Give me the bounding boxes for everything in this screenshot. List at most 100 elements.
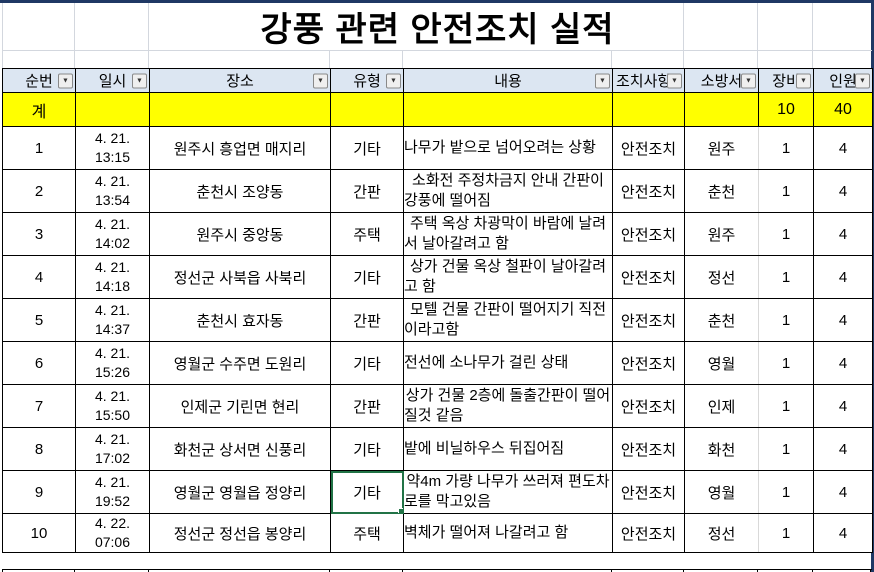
cell-location[interactable]: 영월군 영월읍 정양리	[149, 470, 331, 514]
filter-button-station[interactable]: ▼	[741, 73, 756, 88]
cell-equipment[interactable]: 1	[758, 384, 814, 428]
cell-no[interactable]: 4	[2, 255, 76, 299]
cell-type[interactable]: 간판	[330, 298, 404, 342]
filter-button-personnel[interactable]: ▼	[855, 73, 870, 88]
cell-station[interactable]: 인제	[684, 384, 759, 428]
cell-location[interactable]: 정선군 정선읍 봉양리	[149, 513, 331, 553]
cell-content[interactable]: 상가 건물 2층에 돌출간판이 떨어질것 같음	[403, 384, 613, 428]
cell-equipment[interactable]: 1	[758, 255, 814, 299]
cell-equipment[interactable]: 1	[758, 470, 814, 514]
cell-type[interactable]: 간판	[330, 384, 404, 428]
cell-personnel[interactable]: 4	[813, 255, 873, 299]
cell-personnel[interactable]: 4	[813, 126, 873, 170]
header-type[interactable]: 유형 ▼	[330, 68, 404, 93]
filter-button-action[interactable]: ▼	[667, 73, 682, 88]
header-action[interactable]: 조치사항 ▼	[612, 68, 685, 93]
cell-station[interactable]: 화천	[684, 427, 759, 471]
header-equipment[interactable]: 장비 ▼	[758, 68, 814, 93]
cell-type[interactable]: 기타	[330, 470, 404, 514]
cell-no[interactable]: 7	[2, 384, 76, 428]
cell-equipment[interactable]: 1	[758, 169, 814, 213]
cell-personnel[interactable]: 4	[813, 298, 873, 342]
cell-no[interactable]: 3	[2, 212, 76, 256]
filter-button-datetime[interactable]: ▼	[132, 73, 147, 88]
cell-type[interactable]: 주택	[330, 513, 404, 553]
cell-type[interactable]: 기타	[330, 427, 404, 471]
cell-action[interactable]: 안전조치	[612, 470, 685, 514]
cell-equipment[interactable]: 1	[758, 212, 814, 256]
cell-location[interactable]: 원주시 중앙동	[149, 212, 331, 256]
cell-type[interactable]: 기타	[330, 341, 404, 385]
total-label-cell[interactable]: 계	[2, 92, 76, 127]
cell-content[interactable]: 모텔 건물 간판이 떨어지기 직전 이라고함	[403, 298, 613, 342]
cell-personnel[interactable]: 4	[813, 341, 873, 385]
cell-personnel[interactable]: 4	[813, 212, 873, 256]
cell-location[interactable]: 춘천시 효자동	[149, 298, 331, 342]
cell-station[interactable]: 영월	[684, 341, 759, 385]
cell-no[interactable]: 1	[2, 126, 76, 170]
filter-button-no[interactable]: ▼	[58, 73, 73, 88]
header-station[interactable]: 소방서 ▼	[684, 68, 759, 93]
cell-location[interactable]: 춘천시 조양동	[149, 169, 331, 213]
cell-no[interactable]: 9	[2, 470, 76, 514]
cell-personnel[interactable]: 4	[813, 470, 873, 514]
cell-datetime[interactable]: 4. 22. 07:06	[75, 513, 150, 553]
cell-content[interactable]: 약4m 가량 나무가 쓰러져 편도차로를 막고있음	[403, 470, 613, 514]
cell-equipment[interactable]: 1	[758, 298, 814, 342]
total-location-cell[interactable]	[149, 92, 331, 127]
cell-location[interactable]: 화천군 상서면 신풍리	[149, 427, 331, 471]
cell-datetime[interactable]: 4. 21. 19:52	[75, 470, 150, 514]
cell-station[interactable]: 원주	[684, 212, 759, 256]
cell-datetime[interactable]: 4. 21. 17:02	[75, 427, 150, 471]
cell-content[interactable]: 전선에 소나무가 걸린 상태	[403, 341, 613, 385]
total-action-cell[interactable]	[612, 92, 685, 127]
cell-action[interactable]: 안전조치	[612, 513, 685, 553]
cell-no[interactable]: 5	[2, 298, 76, 342]
cell-action[interactable]: 안전조치	[612, 212, 685, 256]
cell-action[interactable]: 안전조치	[612, 384, 685, 428]
cell-action[interactable]: 안전조치	[612, 341, 685, 385]
filter-button-equipment[interactable]: ▼	[796, 73, 811, 88]
cell-equipment[interactable]: 1	[758, 341, 814, 385]
total-personnel-cell[interactable]: 40	[813, 92, 873, 127]
filter-button-location[interactable]: ▼	[313, 73, 328, 88]
header-datetime[interactable]: 일시 ▼	[75, 68, 150, 93]
total-type-cell[interactable]	[330, 92, 404, 127]
total-content-cell[interactable]	[403, 92, 613, 127]
cell-content[interactable]: 소화전 주정차금지 안내 간판이 강풍에 떨어짐	[403, 169, 613, 213]
cell-no[interactable]: 8	[2, 427, 76, 471]
cell-no[interactable]: 6	[2, 341, 76, 385]
cell-action[interactable]: 안전조치	[612, 298, 685, 342]
cell-personnel[interactable]: 4	[813, 427, 873, 471]
cell-type[interactable]: 기타	[330, 255, 404, 299]
cell-action[interactable]: 안전조치	[612, 427, 685, 471]
cell-datetime[interactable]: 4. 21. 15:26	[75, 341, 150, 385]
cell-action[interactable]: 안전조치	[612, 169, 685, 213]
cell-type[interactable]: 간판	[330, 169, 404, 213]
cell-type[interactable]: 기타	[330, 126, 404, 170]
cell-datetime[interactable]: 4. 21. 14:02	[75, 212, 150, 256]
header-content[interactable]: 내용 ▼	[403, 68, 613, 93]
cell-datetime[interactable]: 4. 21. 14:37	[75, 298, 150, 342]
cell-station[interactable]: 춘천	[684, 298, 759, 342]
cell-station[interactable]: 춘천	[684, 169, 759, 213]
cell-personnel[interactable]: 4	[813, 169, 873, 213]
cell-content[interactable]: 나무가 밭으로 넘어오려는 상황	[403, 126, 613, 170]
cell-datetime[interactable]: 4. 21. 13:54	[75, 169, 150, 213]
cell-location[interactable]: 원주시 흥업면 매지리	[149, 126, 331, 170]
filter-button-content[interactable]: ▼	[595, 73, 610, 88]
header-no[interactable]: 순번 ▼	[2, 68, 76, 93]
cell-action[interactable]: 안전조치	[612, 255, 685, 299]
cell-location[interactable]: 정선군 사북읍 사북리	[149, 255, 331, 299]
cell-station[interactable]: 정선	[684, 255, 759, 299]
cell-action[interactable]: 안전조치	[612, 126, 685, 170]
filter-button-type[interactable]: ▼	[386, 73, 401, 88]
cell-content[interactable]: 상가 건물 옥상 철판이 날아갈려고 함	[403, 255, 613, 299]
cell-personnel[interactable]: 4	[813, 513, 873, 553]
cell-location[interactable]: 영월군 수주면 도원리	[149, 341, 331, 385]
total-equipment-cell[interactable]: 10	[758, 92, 814, 127]
total-station-cell[interactable]	[684, 92, 759, 127]
header-location[interactable]: 장소 ▼	[149, 68, 331, 93]
cell-content[interactable]: 벽체가 떨어져 나갈려고 함	[403, 513, 613, 553]
cell-content[interactable]: 주택 옥상 차광막이 바람에 날려서 날아갈려고 함	[403, 212, 613, 256]
